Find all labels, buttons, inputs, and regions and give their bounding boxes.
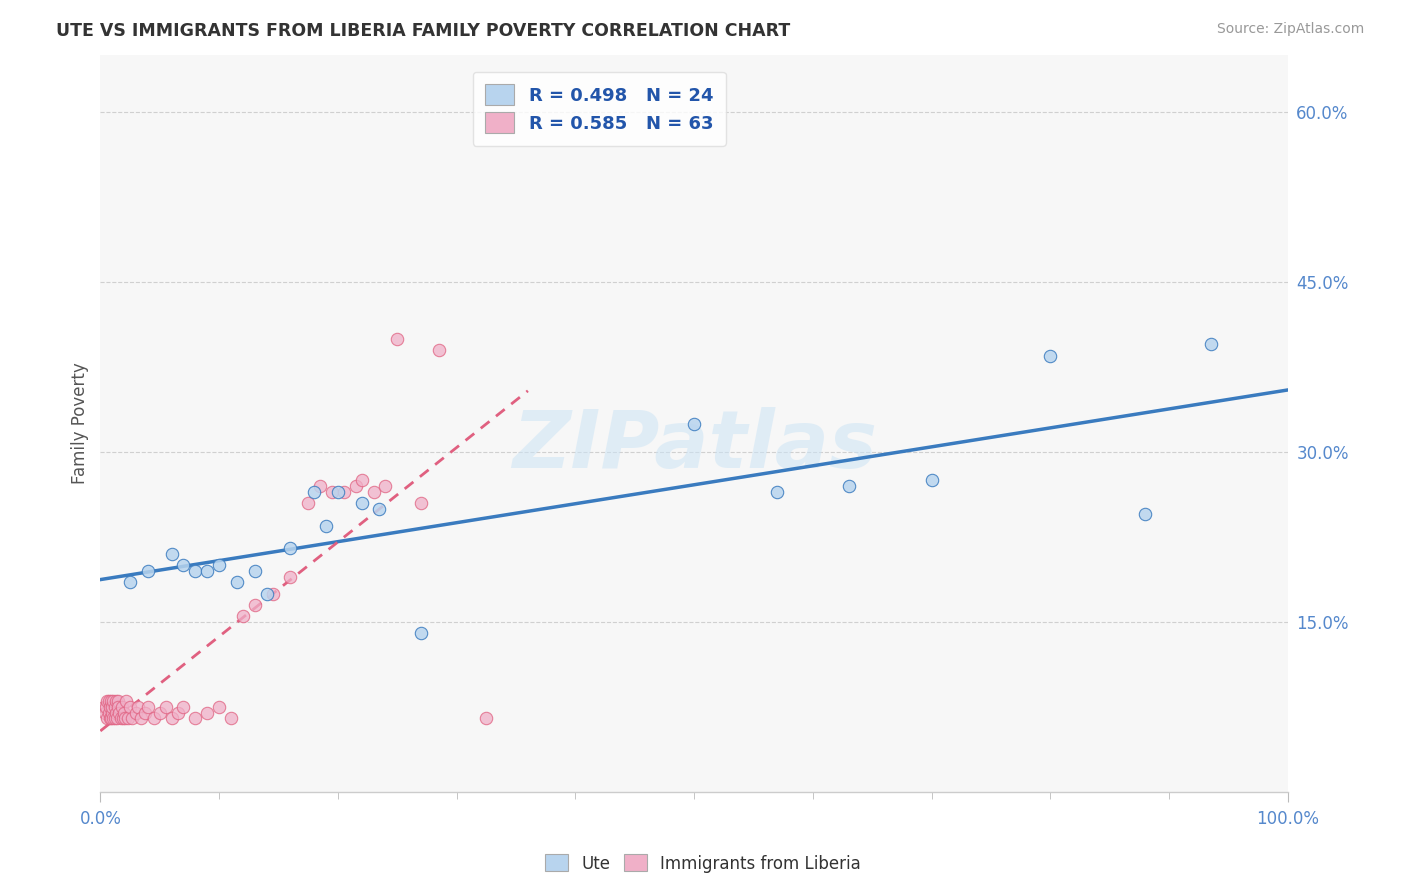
Point	[134, 706, 156, 720]
Point	[208, 699, 231, 714]
Point	[105, 711, 128, 725]
Point	[115, 694, 138, 708]
Legend: R = 0.498   N = 24, R = 0.585   N = 63: R = 0.498 N = 24, R = 0.585 N = 63	[472, 71, 725, 145]
Point	[96, 699, 118, 714]
Point	[344, 479, 367, 493]
Point	[350, 473, 373, 487]
Point	[111, 711, 134, 725]
Point	[1039, 349, 1062, 363]
Point	[243, 564, 266, 578]
Point	[107, 699, 129, 714]
Point	[103, 694, 125, 708]
Point	[101, 699, 124, 714]
Point	[184, 711, 207, 725]
Point	[108, 706, 131, 720]
Point	[326, 484, 349, 499]
Point	[98, 699, 121, 714]
Text: ZIPatlas: ZIPatlas	[512, 407, 877, 484]
Point	[232, 609, 254, 624]
Y-axis label: Family Poverty: Family Poverty	[72, 363, 89, 484]
Point	[104, 699, 127, 714]
Point	[136, 699, 159, 714]
Point	[166, 706, 188, 720]
Point	[93, 699, 115, 714]
Point	[368, 501, 391, 516]
Point	[155, 699, 177, 714]
Point	[96, 694, 118, 708]
Point	[195, 706, 218, 720]
Point	[127, 699, 149, 714]
Point	[104, 694, 127, 708]
Point	[96, 711, 118, 725]
Point	[129, 711, 152, 725]
Point	[280, 569, 302, 583]
Point	[427, 343, 450, 357]
Point	[100, 694, 122, 708]
Point	[243, 598, 266, 612]
Point	[118, 699, 141, 714]
Point	[121, 711, 143, 725]
Point	[475, 711, 498, 725]
Point	[160, 711, 183, 725]
Point	[262, 586, 284, 600]
Point	[160, 547, 183, 561]
Point	[94, 706, 117, 720]
Point	[1135, 507, 1157, 521]
Point	[173, 558, 195, 573]
Point	[195, 564, 218, 578]
Point	[683, 417, 706, 431]
Point	[297, 496, 319, 510]
Point	[1199, 337, 1222, 351]
Point	[112, 706, 135, 720]
Point	[117, 711, 139, 725]
Point	[302, 484, 325, 499]
Point	[766, 484, 789, 499]
Point	[104, 711, 127, 725]
Point	[219, 711, 242, 725]
Point	[321, 484, 343, 499]
Point	[226, 575, 249, 590]
Legend: Ute, Immigrants from Liberia: Ute, Immigrants from Liberia	[538, 847, 868, 880]
Point	[136, 564, 159, 578]
Point	[149, 706, 172, 720]
Text: Source: ZipAtlas.com: Source: ZipAtlas.com	[1216, 22, 1364, 37]
Point	[104, 706, 127, 720]
Point	[208, 558, 231, 573]
Point	[409, 626, 432, 640]
Point	[107, 694, 129, 708]
Point	[374, 479, 396, 493]
Point	[125, 706, 148, 720]
Point	[97, 706, 120, 720]
Point	[101, 706, 124, 720]
Point	[838, 479, 860, 493]
Point	[184, 564, 207, 578]
Point	[363, 484, 385, 499]
Point	[97, 694, 120, 708]
Point	[350, 496, 373, 510]
Point	[921, 473, 943, 487]
Point	[98, 711, 121, 725]
Point	[103, 711, 125, 725]
Point	[173, 699, 195, 714]
Point	[110, 711, 132, 725]
Text: UTE VS IMMIGRANTS FROM LIBERIA FAMILY POVERTY CORRELATION CHART: UTE VS IMMIGRANTS FROM LIBERIA FAMILY PO…	[56, 22, 790, 40]
Point	[114, 711, 136, 725]
Point	[142, 711, 165, 725]
Point	[387, 331, 409, 345]
Point	[333, 484, 356, 499]
Point	[409, 496, 432, 510]
Point	[256, 586, 278, 600]
Point	[100, 711, 122, 725]
Point	[111, 699, 134, 714]
Point	[315, 518, 337, 533]
Point	[118, 575, 141, 590]
Point	[309, 479, 332, 493]
Point	[280, 541, 302, 556]
